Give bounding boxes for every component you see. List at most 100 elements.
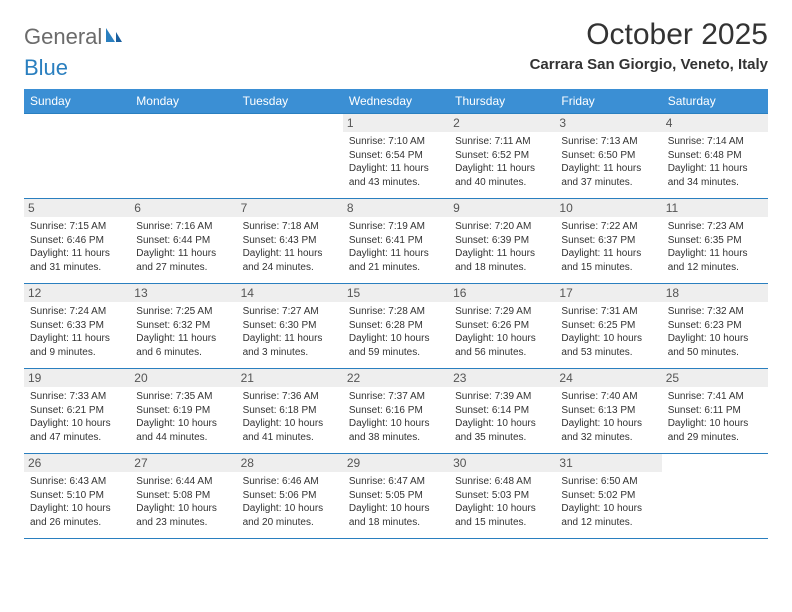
calendar-day-cell: 31 Sunrise: 6:50 AMSunset: 5:02 PMDayligh… (555, 454, 661, 539)
day-number: 19 (24, 369, 130, 387)
day-info: Sunrise: 7:39 AMSunset: 6:14 PMDaylight:… (455, 390, 549, 444)
day-number: 20 (130, 369, 236, 387)
calendar-day-cell: 14 Sunrise: 7:27 AMSunset: 6:30 PMDayligh… (237, 284, 343, 369)
day-info: Sunrise: 6:46 AMSunset: 5:06 PMDaylight:… (243, 475, 337, 529)
day-info: Sunrise: 7:11 AMSunset: 6:52 PMDaylight:… (455, 135, 549, 189)
day-number: 22 (343, 369, 449, 387)
day-info: Sunrise: 7:32 AMSunset: 6:23 PMDaylight:… (668, 305, 762, 359)
day-info: Sunrise: 7:13 AMSunset: 6:50 PMDaylight:… (561, 135, 655, 189)
calendar-week-row: 26 Sunrise: 6:43 AMSunset: 5:10 PMDayligh… (24, 454, 768, 539)
calendar-day-cell: 28 Sunrise: 6:46 AMSunset: 5:06 PMDayligh… (237, 454, 343, 539)
calendar-day-cell: 10Sunrise: 7:22 AMSunset: 6:37 PMDayligh… (555, 199, 661, 284)
day-number: 16 (449, 284, 555, 302)
title-block: October 2025 Carrara San Giorgio, Veneto… (530, 18, 768, 73)
calendar-day-cell: 15Sunrise: 7:28 AMSunset: 6:28 PMDayligh… (343, 284, 449, 369)
calendar-day-cell: 20 Sunrise: 7:35 AMSunset: 6:19 PMDayligh… (130, 369, 236, 454)
day-number: 10 (555, 199, 661, 217)
day-number: 12 (24, 284, 130, 302)
day-number: 25 (662, 369, 768, 387)
calendar-day-cell: 17Sunrise: 7:31 AMSunset: 6:25 PMDayligh… (555, 284, 661, 369)
day-info: Sunrise: 6:47 AMSunset: 5:05 PMDaylight:… (349, 475, 443, 529)
calendar-day-cell: 2 Sunrise: 7:11 AMSunset: 6:52 PMDaylight… (449, 114, 555, 199)
day-number: 11 (662, 199, 768, 217)
day-number: 2 (449, 114, 555, 132)
day-number: 1 (343, 114, 449, 132)
day-info: Sunrise: 7:18 AMSunset: 6:43 PMDaylight:… (243, 220, 337, 274)
day-info: Sunrise: 7:25 AMSunset: 6:32 PMDaylight:… (136, 305, 230, 359)
location: Carrara San Giorgio, Veneto, Italy (530, 56, 768, 73)
day-number: 13 (130, 284, 236, 302)
calendar-day-cell: 4 Sunrise: 7:14 AMSunset: 6:48 PMDaylight… (662, 114, 768, 199)
day-number: 24 (555, 369, 661, 387)
day-info: Sunrise: 7:14 AMSunset: 6:48 PMDaylight:… (668, 135, 762, 189)
day-info: Sunrise: 7:16 AMSunset: 6:44 PMDaylight:… (136, 220, 230, 274)
calendar-table: SundayMondayTuesdayWednesdayThursdayFrid… (24, 89, 768, 539)
calendar-empty-cell (237, 114, 343, 199)
day-info: Sunrise: 6:48 AMSunset: 5:03 PMDaylight:… (455, 475, 549, 529)
day-number: 4 (662, 114, 768, 132)
day-header-monday: Monday (130, 89, 236, 114)
day-info: Sunrise: 7:23 AMSunset: 6:35 PMDaylight:… (668, 220, 762, 274)
day-number: 14 (237, 284, 343, 302)
day-header-sunday: Sunday (24, 89, 130, 114)
day-info: Sunrise: 7:36 AMSunset: 6:18 PMDaylight:… (243, 390, 337, 444)
day-number: 28 (237, 454, 343, 472)
day-number: 26 (24, 454, 130, 472)
day-number: 8 (343, 199, 449, 217)
calendar-day-cell: 19Sunrise: 7:33 AMSunset: 6:21 PMDayligh… (24, 369, 130, 454)
day-info: Sunrise: 7:15 AMSunset: 6:46 PMDaylight:… (30, 220, 124, 274)
calendar-day-cell: 21 Sunrise: 7:36 AMSunset: 6:18 PMDayligh… (237, 369, 343, 454)
day-info: Sunrise: 7:19 AMSunset: 6:41 PMDaylight:… (349, 220, 443, 274)
day-info: Sunrise: 7:29 AMSunset: 6:26 PMDaylight:… (455, 305, 549, 359)
logo-sail-icon (104, 24, 124, 50)
day-number: 27 (130, 454, 236, 472)
calendar-empty-cell (130, 114, 236, 199)
calendar-week-row: 5Sunrise: 7:15 AMSunset: 6:46 PMDaylight… (24, 199, 768, 284)
calendar-day-cell: 22 Sunrise: 7:37 AMSunset: 6:16 PMDayligh… (343, 369, 449, 454)
day-info: Sunrise: 7:35 AMSunset: 6:19 PMDaylight:… (136, 390, 230, 444)
calendar-empty-cell (662, 454, 768, 539)
day-info: Sunrise: 6:43 AMSunset: 5:10 PMDaylight:… (30, 475, 124, 529)
calendar-week-row: 12 Sunrise: 7:24 AMSunset: 6:33 PMDayligh… (24, 284, 768, 369)
day-info: Sunrise: 7:10 AMSunset: 6:54 PMDaylight:… (349, 135, 443, 189)
calendar-day-cell: 24 Sunrise: 7:40 AMSunset: 6:13 PMDayligh… (555, 369, 661, 454)
calendar-day-cell: 6 Sunrise: 7:16 AMSunset: 6:44 PMDaylight… (130, 199, 236, 284)
calendar-day-cell: 29 Sunrise: 6:47 AMSunset: 5:05 PMDayligh… (343, 454, 449, 539)
day-info: Sunrise: 6:50 AMSunset: 5:02 PMDaylight:… (561, 475, 655, 529)
day-number: 30 (449, 454, 555, 472)
day-number: 6 (130, 199, 236, 217)
day-number: 31 (555, 454, 661, 472)
calendar-week-row: 1 Sunrise: 7:10 AMSunset: 6:54 PMDaylight… (24, 114, 768, 199)
day-header-friday: Friday (555, 89, 661, 114)
calendar-day-cell: 12 Sunrise: 7:24 AMSunset: 6:33 PMDayligh… (24, 284, 130, 369)
day-info: Sunrise: 7:31 AMSunset: 6:25 PMDaylight:… (561, 305, 655, 359)
logo: General (24, 24, 126, 50)
day-header-wednesday: Wednesday (343, 89, 449, 114)
day-info: Sunrise: 7:28 AMSunset: 6:28 PMDaylight:… (349, 305, 443, 359)
calendar-week-row: 19Sunrise: 7:33 AMSunset: 6:21 PMDayligh… (24, 369, 768, 454)
day-number: 21 (237, 369, 343, 387)
day-info: Sunrise: 7:40 AMSunset: 6:13 PMDaylight:… (561, 390, 655, 444)
day-info: Sunrise: 7:24 AMSunset: 6:33 PMDaylight:… (30, 305, 124, 359)
calendar-day-cell: 9 Sunrise: 7:20 AMSunset: 6:39 PMDaylight… (449, 199, 555, 284)
day-info: Sunrise: 7:20 AMSunset: 6:39 PMDaylight:… (455, 220, 549, 274)
calendar-day-cell: 5Sunrise: 7:15 AMSunset: 6:46 PMDaylight… (24, 199, 130, 284)
calendar-day-cell: 16 Sunrise: 7:29 AMSunset: 6:26 PMDayligh… (449, 284, 555, 369)
calendar-day-cell: 25Sunrise: 7:41 AMSunset: 6:11 PMDayligh… (662, 369, 768, 454)
day-header-tuesday: Tuesday (237, 89, 343, 114)
calendar-day-cell: 1 Sunrise: 7:10 AMSunset: 6:54 PMDaylight… (343, 114, 449, 199)
day-info: Sunrise: 7:27 AMSunset: 6:30 PMDaylight:… (243, 305, 337, 359)
day-info: Sunrise: 7:37 AMSunset: 6:16 PMDaylight:… (349, 390, 443, 444)
day-header-thursday: Thursday (449, 89, 555, 114)
day-number: 29 (343, 454, 449, 472)
calendar-header-row: SundayMondayTuesdayWednesdayThursdayFrid… (24, 89, 768, 114)
calendar-day-cell: 3Sunrise: 7:13 AMSunset: 6:50 PMDaylight… (555, 114, 661, 199)
month-title: October 2025 (530, 18, 768, 52)
day-info: Sunrise: 6:44 AMSunset: 5:08 PMDaylight:… (136, 475, 230, 529)
calendar-day-cell: 27 Sunrise: 6:44 AMSunset: 5:08 PMDayligh… (130, 454, 236, 539)
calendar-day-cell: 13 Sunrise: 7:25 AMSunset: 6:32 PMDayligh… (130, 284, 236, 369)
calendar-empty-cell (24, 114, 130, 199)
calendar-day-cell: 18Sunrise: 7:32 AMSunset: 6:23 PMDayligh… (662, 284, 768, 369)
calendar-day-cell: 30 Sunrise: 6:48 AMSunset: 5:03 PMDayligh… (449, 454, 555, 539)
day-number: 9 (449, 199, 555, 217)
